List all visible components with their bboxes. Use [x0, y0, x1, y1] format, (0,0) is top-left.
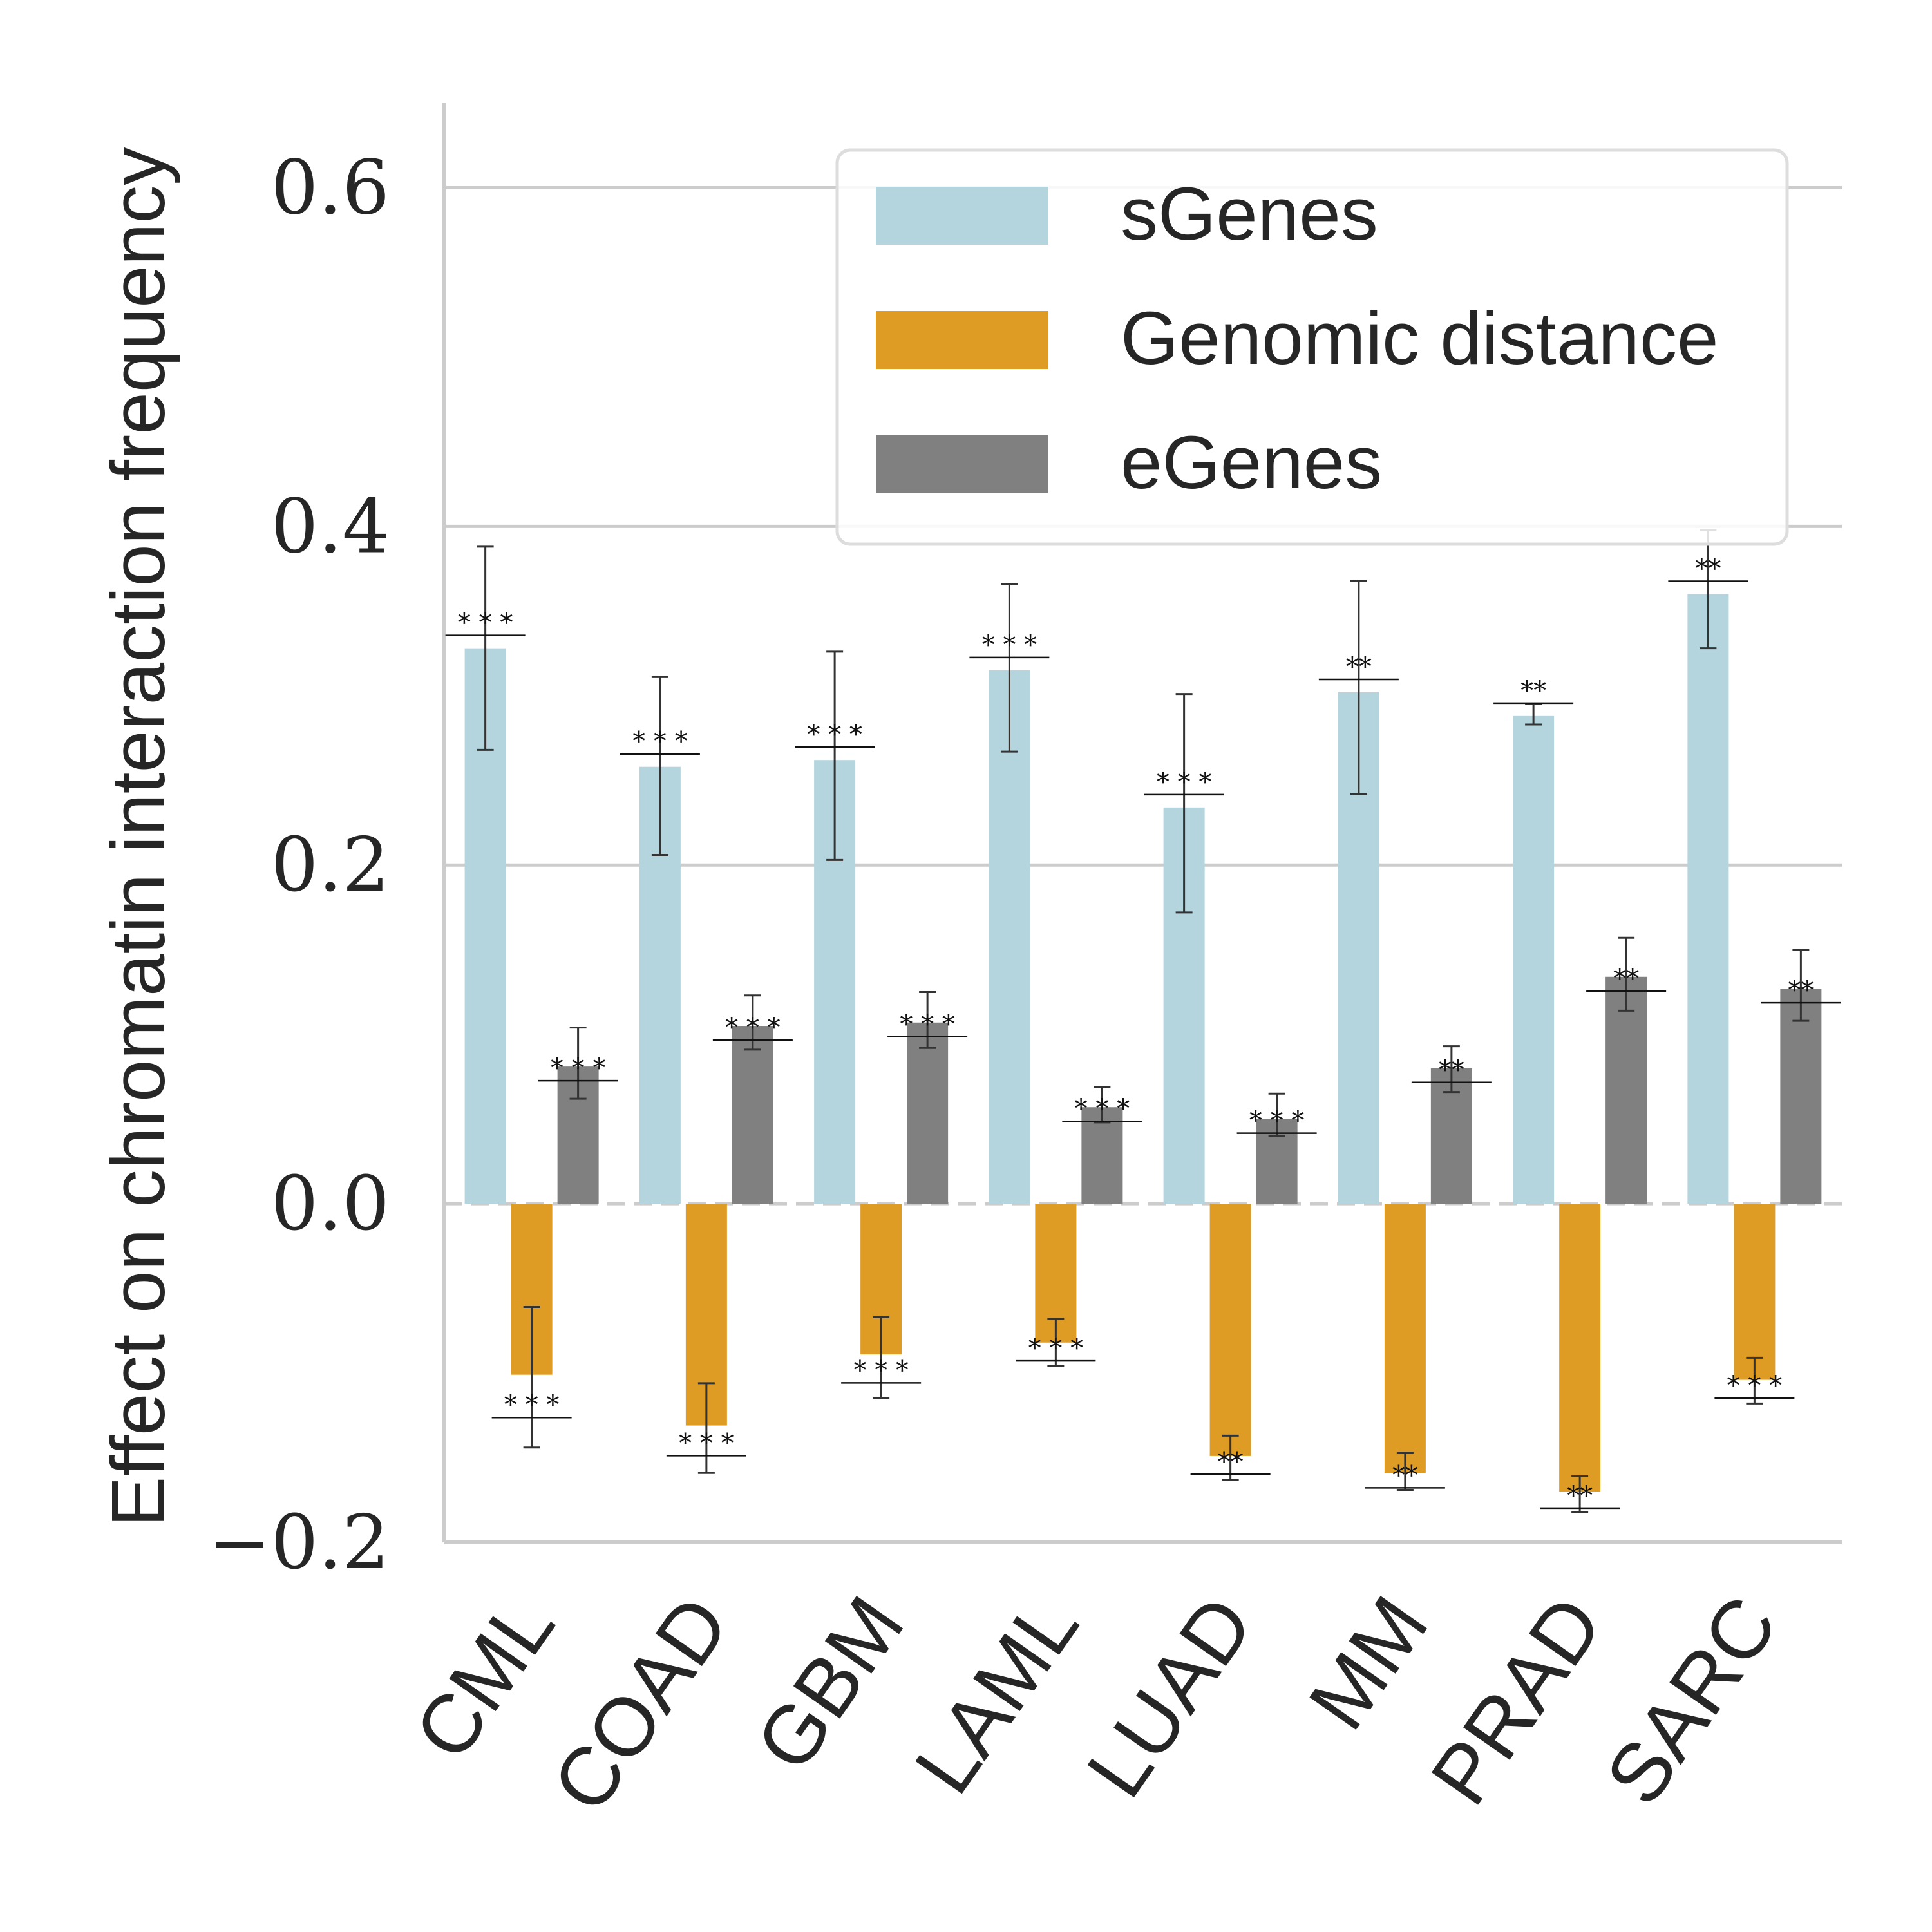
legend: sGenes Genomic distance eGenes: [835, 148, 1789, 546]
bar-sarc-sgenes: [1687, 594, 1729, 1204]
significance-label: * * *: [1249, 1106, 1304, 1136]
significance-label: **: [1567, 1481, 1593, 1511]
y-tick-label: 0.6: [271, 144, 390, 231]
x-tick-label: CML: [397, 1580, 572, 1776]
significance-label: **: [1439, 1056, 1464, 1085]
significance-label: * * *: [551, 1054, 605, 1083]
bar-sarc-genomic-distance: [1734, 1204, 1776, 1380]
significance-label: **: [1520, 676, 1546, 706]
significance-label: * * *: [504, 1390, 559, 1420]
x-tick-label: LAML: [897, 1580, 1096, 1810]
legend-label: eGenes: [1121, 421, 1382, 504]
significance-label: * * *: [1075, 1094, 1130, 1124]
x-tick-label: MM: [1291, 1580, 1445, 1746]
x-tick-label: PRAD: [1414, 1580, 1620, 1821]
x-tick-label: GBM: [739, 1580, 922, 1787]
y-tick-label: 0.0: [271, 1160, 390, 1247]
bar-prad-genomic-distance: [1559, 1204, 1601, 1492]
legend-swatch: [876, 187, 1048, 245]
significance-label: * * *: [1157, 768, 1211, 797]
bar-gbm-egenes: [907, 1022, 949, 1204]
significance-label: * * *: [807, 720, 862, 750]
y-tick-labels: −0.2 0.0 0.2 0.4 0.6: [208, 144, 390, 1586]
bar-prad-egenes: [1605, 976, 1647, 1204]
significance-label: **: [1346, 652, 1372, 682]
bar-prad-sgenes: [1513, 715, 1555, 1204]
legend-label: sGenes: [1121, 172, 1378, 256]
significance-label: * * *: [458, 609, 513, 638]
x-tick-label: COAD: [535, 1580, 747, 1828]
significance-label: * * *: [725, 1013, 780, 1043]
significance-label: * * *: [1028, 1334, 1083, 1363]
significance-label: **: [1788, 976, 1814, 1005]
significance-label: **: [1695, 554, 1721, 584]
bar-mm-genomic-distance: [1384, 1204, 1426, 1473]
bar-laml-sgenes: [989, 670, 1030, 1204]
bar-luad-genomic-distance: [1209, 1204, 1251, 1456]
significance-markers: * * * * * * * * * * * * * * * ** ** ** * * * * * …: [445, 554, 1841, 1511]
y-tick-label: 0.4: [271, 483, 390, 570]
significance-label: * * *: [679, 1428, 734, 1458]
bar-sarc-egenes: [1780, 989, 1822, 1204]
legend-swatch: [876, 311, 1048, 369]
significance-label: **: [1613, 964, 1639, 994]
y-axis-label: Effect on chromatin interaction frequenc…: [96, 147, 181, 1528]
legend-label: Genomic distance: [1121, 296, 1718, 380]
significance-label: * * *: [853, 1356, 908, 1385]
axes: [442, 103, 1842, 1544]
y-tick-label: 0.2: [271, 822, 390, 909]
significance-label: * * *: [1727, 1371, 1782, 1401]
significance-label: * * *: [900, 1010, 954, 1039]
x-tick-label: LUAD: [1070, 1580, 1271, 1814]
y-tick-label: −0.2: [208, 1499, 390, 1586]
legend-swatch: [876, 435, 1048, 493]
significance-label: **: [1218, 1447, 1244, 1477]
significance-label: * * *: [982, 630, 1037, 660]
significance-label: * * *: [632, 727, 687, 757]
x-tick-label: SARC: [1588, 1580, 1795, 1821]
significance-label: **: [1392, 1461, 1418, 1490]
error-bars: [477, 529, 1810, 1513]
legend-frame: [835, 148, 1789, 546]
bar-coad-egenes: [732, 1026, 773, 1204]
